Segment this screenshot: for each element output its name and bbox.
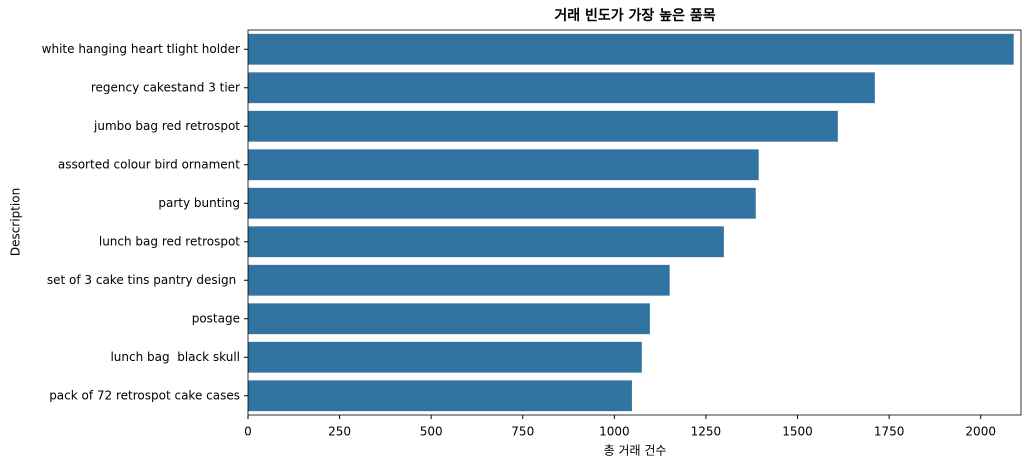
chart-title: 거래 빈도가 가장 높은 품목 [554,7,715,24]
bar [248,264,670,296]
y-tick-label: lunch bag red retrospot [99,234,240,248]
y-tick-label: postage [192,311,240,325]
y-tick-label: lunch bag black skull [110,350,240,364]
x-axis-label: 총 거래 건수 [604,444,667,458]
y-tick-label: pack of 72 retrospot cake cases [49,388,240,402]
bar [248,72,875,104]
bar [248,110,838,142]
bar [248,380,632,412]
bar [248,187,756,219]
x-tick-label: 250 [328,425,351,439]
x-tick-label: 1500 [782,425,813,439]
x-tick-label: 1750 [874,425,905,439]
x-tick-label: 2000 [965,425,996,439]
y-tick-label: party bunting [158,196,240,210]
x-tick-label: 750 [511,425,534,439]
plot-frame [247,29,1022,416]
y-tick-label: assorted colour bird ornament [58,157,240,171]
bar [248,303,650,335]
y-tick-label: jumbo bag red retrospot [93,119,240,133]
y-tick-label: regency cakestand 3 tier [91,80,240,94]
y-tick-label: white hanging heart tlight holder [42,42,240,56]
bar [248,226,724,258]
y-tick-label: set of 3 cake tins pantry design [47,273,240,287]
y-axis-label: Description [9,188,23,256]
x-tick-label: 500 [420,425,443,439]
bar [248,33,1014,65]
bar [248,341,642,373]
bar [248,149,759,181]
x-tick-label: 1250 [691,425,722,439]
x-tick-label: 1000 [599,425,630,439]
x-tick-label: 0 [244,425,252,439]
